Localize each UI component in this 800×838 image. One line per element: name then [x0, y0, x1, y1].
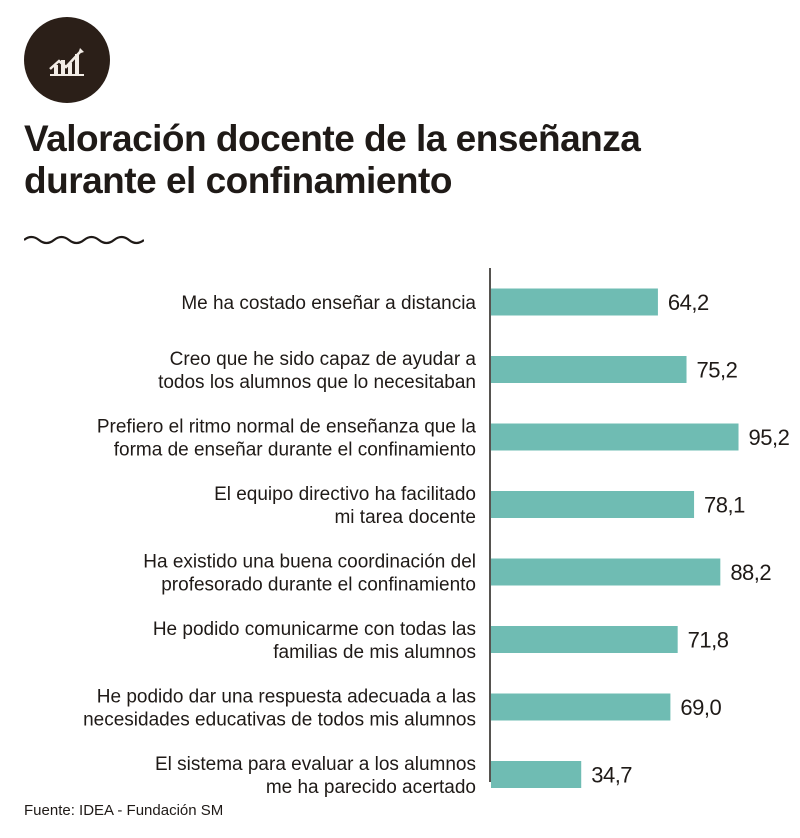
- category-label-6-line-2: familias de mis alumnos: [273, 642, 476, 663]
- value-label-5: 88,2: [730, 560, 771, 585]
- logo-badge: [24, 17, 110, 103]
- category-label-8-line-1: El sistema para evaluar a los alumnos: [155, 754, 476, 775]
- category-label-1-line-1: Me ha costado enseñar a distancia: [181, 293, 476, 314]
- page-title: Valoración docente de la enseñanza duran…: [24, 118, 784, 202]
- wave-divider: [24, 235, 144, 245]
- title-line-2: durante el confinamiento: [24, 160, 452, 201]
- category-label-4-line-2: mi tarea docente: [334, 507, 476, 528]
- category-label-7-line-2: necesidades educativas de todos mis alum…: [83, 710, 476, 731]
- bar-5: [491, 558, 721, 586]
- value-label-7: 69,0: [680, 695, 721, 720]
- bar-8: [491, 761, 582, 788]
- value-label-2: 75,2: [697, 358, 738, 383]
- title-line-1: Valoración docente de la enseñanza: [24, 118, 641, 159]
- category-label-3-line-1: Prefiero el ritmo normal de enseñanza qu…: [97, 417, 477, 438]
- category-label-5-line-1: Ha existido una buena coordinación del: [143, 552, 476, 573]
- category-label-2-line-1: Creo que he sido capaz de ayudar a: [170, 349, 477, 370]
- value-label-4: 78,1: [704, 493, 745, 518]
- category-label-6-line-1: He podido comunicarme con todas las: [153, 619, 476, 640]
- category-label-7-line-1: He podido dar una respuesta adecuada a l…: [97, 687, 476, 708]
- bar-1: [491, 288, 658, 316]
- category-label-2-line-2: todos los alumnos que lo necesitaban: [158, 372, 476, 393]
- bar-4: [491, 491, 695, 518]
- category-label-3-line-2: forma de enseñar durante el confinamient…: [114, 440, 476, 461]
- value-label-8: 34,7: [591, 763, 632, 788]
- bar-7: [491, 693, 671, 721]
- chart-trend-icon: [49, 48, 84, 76]
- bar-3: [491, 423, 739, 451]
- category-label-5-line-2: profesorado durante el confinamiento: [161, 575, 476, 596]
- bar-6: [491, 626, 678, 653]
- category-label-8-line-2: me ha parecido acertado: [266, 777, 476, 798]
- bar-2: [491, 356, 687, 383]
- source-note: Fuente: IDEA - Fundación SM: [24, 802, 224, 819]
- value-label-1: 64,2: [668, 290, 709, 315]
- category-label-4-line-1: El equipo directivo ha facilitado: [214, 484, 476, 505]
- value-label-6: 71,8: [688, 628, 729, 653]
- value-label-3: 95,2: [749, 425, 790, 450]
